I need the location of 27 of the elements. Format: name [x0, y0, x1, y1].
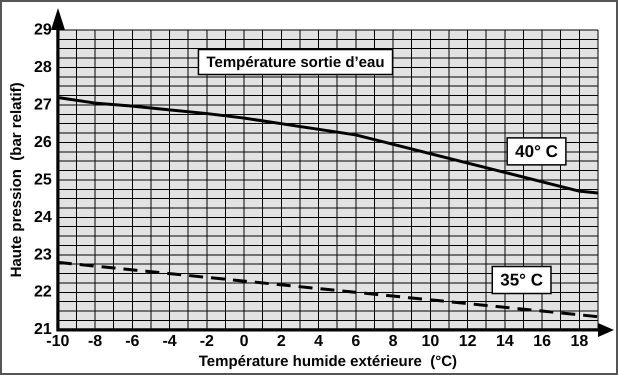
x-axis-title: Température humide extérieure (°C) [198, 353, 458, 370]
y-tick-label: 22 [34, 284, 52, 301]
y-axis-title: Haute pression (bar relatif) [8, 82, 26, 278]
y-tick-label: 25 [34, 171, 52, 188]
y-tick-label: 29 [34, 21, 52, 38]
y-tick-label: 23 [34, 246, 52, 264]
x-tick-label: 4 [314, 332, 324, 350]
x-tick-label: 6 [351, 332, 360, 350]
series-label: 35° C [500, 270, 543, 290]
y-tick-label: 28 [34, 58, 52, 76]
x-tick-label: 10 [421, 332, 440, 350]
x-tick-label: 12 [458, 332, 477, 350]
x-tick-label: -8 [88, 332, 102, 350]
x-tick-label: 18 [570, 332, 588, 350]
y-tick-label: 26 [34, 134, 52, 151]
x-tick-label: 2 [276, 332, 286, 350]
x-tick-label: 16 [533, 332, 552, 350]
y-tick-label: 24 [34, 208, 52, 226]
x-tick-label: -4 [162, 332, 177, 350]
x-tick-label: 0 [240, 332, 249, 350]
y-tick-label: 27 [34, 96, 52, 114]
text: Température sortie d’eau [206, 54, 385, 72]
series-label: 40° C [515, 142, 558, 162]
x-tick-label: -6 [125, 332, 140, 350]
x-tick-label: 14 [496, 332, 514, 350]
x-tick-label: -2 [200, 332, 214, 350]
x-tick-label: 8 [388, 332, 398, 350]
